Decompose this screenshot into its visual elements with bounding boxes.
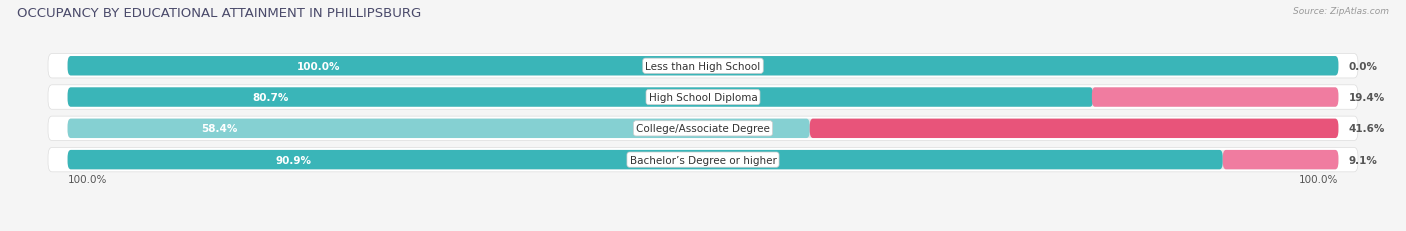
Text: 100.0%: 100.0% [297, 61, 340, 71]
FancyBboxPatch shape [67, 57, 1339, 76]
FancyBboxPatch shape [67, 119, 810, 138]
Text: 0.0%: 0.0% [1348, 61, 1378, 71]
Text: Bachelor’s Degree or higher: Bachelor’s Degree or higher [630, 155, 776, 165]
Text: 19.4%: 19.4% [1348, 93, 1385, 103]
FancyBboxPatch shape [48, 148, 1358, 172]
FancyBboxPatch shape [67, 150, 1223, 170]
Text: High School Diploma: High School Diploma [648, 93, 758, 103]
FancyBboxPatch shape [67, 150, 1339, 170]
Text: Less than High School: Less than High School [645, 61, 761, 71]
Text: College/Associate Degree: College/Associate Degree [636, 124, 770, 134]
FancyBboxPatch shape [810, 119, 1339, 138]
Text: 41.6%: 41.6% [1348, 124, 1385, 134]
Text: 80.7%: 80.7% [252, 93, 288, 103]
Text: OCCUPANCY BY EDUCATIONAL ATTAINMENT IN PHILLIPSBURG: OCCUPANCY BY EDUCATIONAL ATTAINMENT IN P… [17, 7, 422, 20]
FancyBboxPatch shape [48, 117, 1358, 141]
FancyBboxPatch shape [67, 119, 1339, 138]
Text: 9.1%: 9.1% [1348, 155, 1378, 165]
FancyBboxPatch shape [1223, 150, 1339, 170]
Text: 100.0%: 100.0% [1299, 175, 1339, 185]
Text: 90.9%: 90.9% [276, 155, 312, 165]
FancyBboxPatch shape [1092, 88, 1339, 107]
FancyBboxPatch shape [48, 54, 1358, 79]
FancyBboxPatch shape [67, 88, 1092, 107]
FancyBboxPatch shape [48, 85, 1358, 110]
Text: 58.4%: 58.4% [201, 124, 238, 134]
FancyBboxPatch shape [67, 57, 1339, 76]
Text: Source: ZipAtlas.com: Source: ZipAtlas.com [1294, 7, 1389, 16]
FancyBboxPatch shape [67, 88, 1339, 107]
Text: 100.0%: 100.0% [67, 175, 107, 185]
